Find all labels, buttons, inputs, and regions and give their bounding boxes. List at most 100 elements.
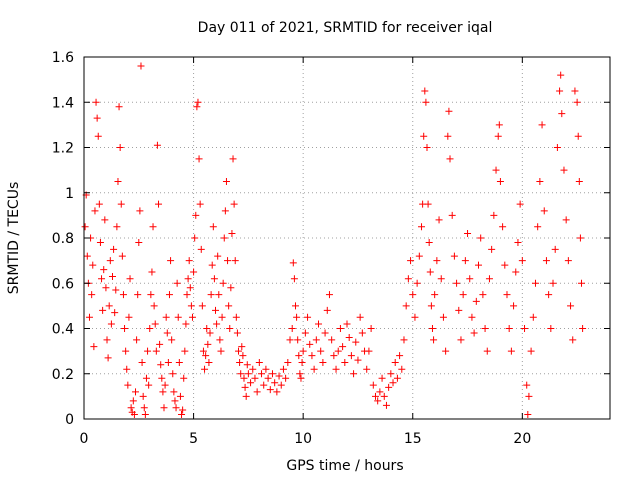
data-point: [301, 329, 309, 337]
data-point: [190, 268, 198, 276]
data-point: [179, 406, 187, 414]
data-point: [207, 291, 215, 299]
data-point: [363, 365, 371, 373]
data-point: [556, 87, 564, 95]
data-point: [258, 370, 266, 378]
data-point: [260, 381, 268, 389]
data-point: [531, 279, 539, 287]
data-point: [104, 354, 112, 362]
data-point: [130, 410, 138, 418]
data-point: [266, 386, 274, 394]
data-point: [93, 114, 101, 122]
data-point: [186, 284, 194, 292]
data-point: [573, 98, 581, 106]
data-point: [534, 223, 542, 231]
data-point: [466, 275, 474, 283]
data-point: [163, 329, 171, 337]
data-point: [545, 291, 553, 299]
data-point: [446, 155, 454, 163]
data-point: [264, 374, 272, 382]
x-tick-label: 20: [513, 431, 531, 447]
data-point: [124, 381, 132, 389]
data-point: [507, 347, 515, 355]
data-point: [194, 98, 202, 106]
data-point: [298, 358, 306, 366]
data-point: [488, 245, 496, 253]
data-point: [297, 374, 305, 382]
data-point: [450, 252, 458, 260]
data-point: [162, 313, 170, 321]
data-point: [391, 358, 399, 366]
data-point: [293, 313, 301, 321]
data-point: [147, 291, 155, 299]
x-tick-label: 0: [80, 431, 89, 447]
data-point: [105, 302, 113, 310]
data-point: [494, 132, 502, 140]
data-point: [155, 200, 163, 208]
data-point: [221, 207, 229, 215]
data-point: [133, 336, 141, 344]
x-axis-label: GPS time / hours: [286, 458, 403, 474]
data-point: [512, 268, 520, 276]
data-point: [98, 275, 106, 283]
data-point: [424, 200, 432, 208]
data-point: [411, 313, 419, 321]
data-point: [374, 397, 382, 405]
data-point: [459, 291, 467, 299]
data-point: [184, 275, 192, 283]
data-point: [125, 313, 133, 321]
data-point: [400, 336, 408, 344]
data-point: [430, 336, 438, 344]
data-point: [117, 200, 125, 208]
y-axis-label: SRMTID / TECUs: [6, 182, 22, 295]
data-point: [170, 388, 178, 396]
data-point: [369, 381, 377, 389]
data-point: [235, 347, 243, 355]
data-point: [428, 325, 436, 332]
data-point: [495, 121, 503, 129]
data-point: [464, 229, 472, 237]
data-point: [153, 141, 161, 149]
data-point: [81, 223, 89, 231]
data-point: [492, 166, 500, 174]
data-point: [299, 347, 307, 355]
data-point: [525, 392, 533, 400]
data-point: [230, 200, 238, 208]
data-point: [88, 291, 96, 299]
data-point: [135, 239, 143, 247]
data-point: [415, 252, 423, 260]
data-point: [149, 223, 157, 231]
data-point: [431, 291, 439, 299]
data-point: [407, 257, 415, 265]
data-point: [343, 320, 351, 328]
data-point: [468, 313, 476, 321]
data-point: [193, 103, 201, 111]
data-point: [122, 347, 130, 355]
data-point: [315, 320, 323, 328]
data-point: [409, 291, 417, 299]
data-point: [470, 329, 478, 337]
y-tick-label: 0.8: [52, 231, 74, 247]
data-point: [426, 268, 434, 276]
data-point: [176, 392, 184, 400]
data-point: [345, 334, 353, 342]
data-point: [239, 352, 247, 360]
data-point: [396, 352, 404, 360]
data-point: [557, 71, 565, 79]
data-point: [158, 374, 166, 382]
data-point: [323, 306, 331, 314]
data-point: [175, 358, 183, 366]
data-point: [134, 291, 142, 299]
data-point: [118, 252, 126, 260]
data-point: [457, 336, 465, 344]
data-point: [576, 234, 584, 242]
data-point: [435, 216, 443, 224]
data-point: [312, 336, 320, 344]
data-point: [156, 340, 164, 348]
data-point: [542, 257, 550, 265]
data-point: [138, 358, 146, 366]
data-point: [505, 325, 513, 332]
data-point: [271, 379, 279, 387]
y-tick-label: 1.6: [52, 50, 74, 66]
data-point: [367, 325, 375, 332]
